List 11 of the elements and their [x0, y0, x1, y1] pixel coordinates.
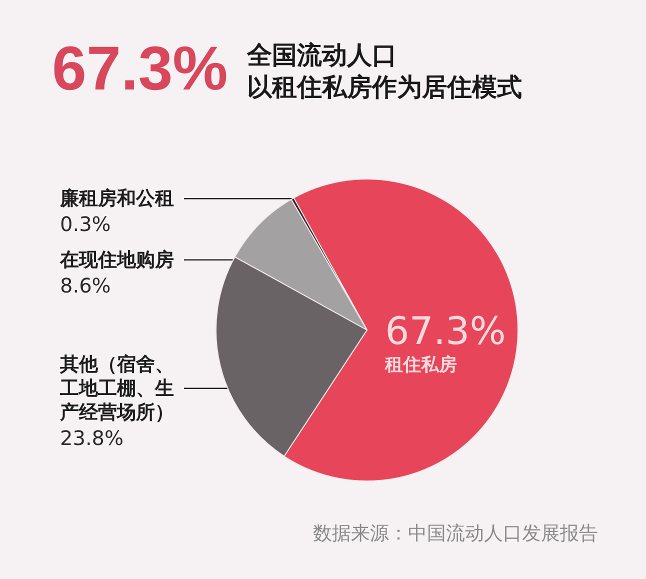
chart-subtitle: 全国流动人口以租住私房作为居住模式	[246, 40, 522, 102]
data-label: 23.8%	[60, 426, 124, 450]
slice-label: 租住私房	[384, 354, 458, 376]
source-note: 数据来源：中国流动人口发展报告	[313, 522, 598, 544]
data-label: 8.6%	[60, 273, 111, 298]
chart-title: 67.3%	[52, 34, 228, 104]
data-label: 0.3%	[60, 212, 111, 236]
data-label: 67.3%	[385, 308, 506, 353]
slice-label: 廉租房和公租	[59, 188, 174, 210]
slice-label: 其他（宿舍、工地工棚、生产经营场所）	[59, 353, 174, 424]
slice-label: 在现住地购房	[59, 248, 174, 271]
